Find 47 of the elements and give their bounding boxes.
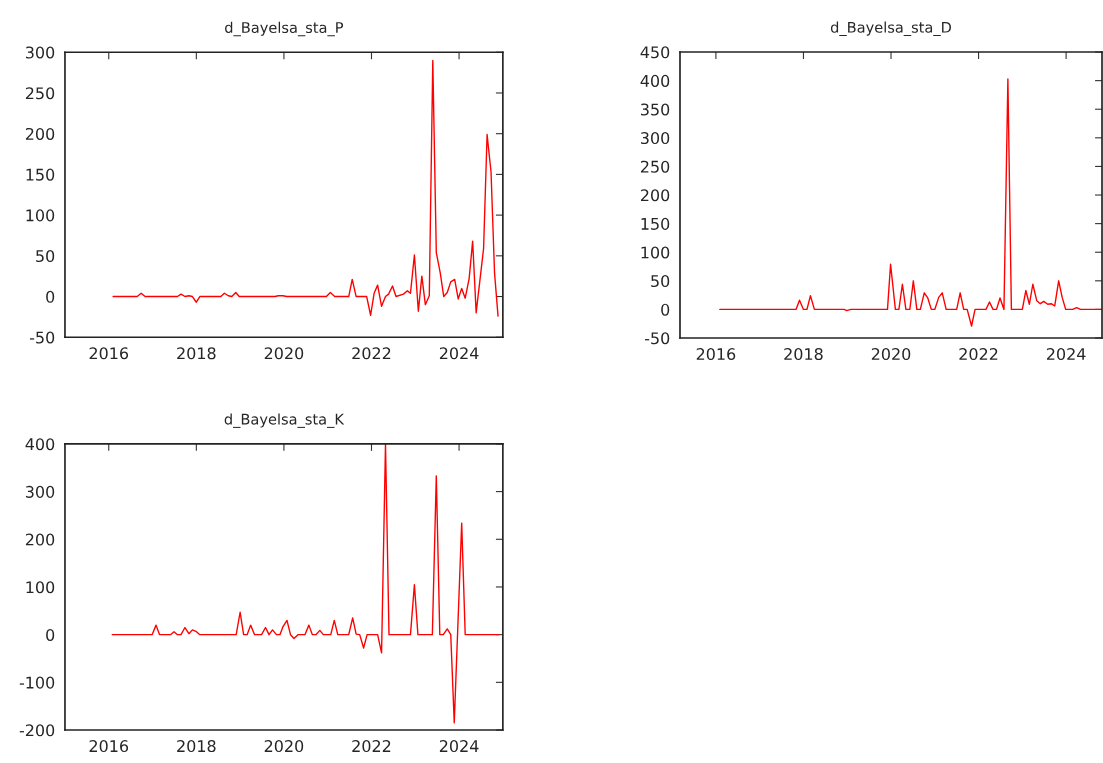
x-tick-label: 2020 — [871, 348, 911, 361]
y-tick-label: 300 — [25, 46, 55, 59]
chart-title: d_Bayelsa_sta_K — [224, 413, 345, 428]
line-series — [112, 59, 499, 317]
chart-title: d_Bayelsa_sta_P — [225, 21, 344, 37]
y-tick-label: 0 — [46, 290, 55, 303]
y-tick-label: 250 — [640, 160, 670, 173]
y-tick-label: 200 — [25, 127, 55, 140]
chart-title: d_Bayelsa_sta_D — [830, 21, 952, 37]
x-tick-label: 2024 — [439, 347, 479, 360]
x-tick-label: 2024 — [1046, 348, 1086, 361]
y-tick-label: -200 — [19, 724, 55, 737]
x-tick-label: 2016 — [696, 348, 736, 361]
y-tick-label: 400 — [25, 438, 55, 451]
x-tick-label: 2022 — [959, 348, 998, 361]
y-tick-label: 350 — [641, 103, 670, 116]
x-tick-label: 2018 — [784, 348, 823, 361]
y-tick-label: 150 — [641, 217, 670, 230]
y-tick-label: -100 — [19, 676, 55, 689]
y-tick-label: 100 — [26, 209, 55, 222]
y-tick-label: 150 — [26, 168, 55, 181]
x-tick-label: 2020 — [264, 740, 304, 753]
y-tick-label: 300 — [25, 485, 55, 498]
x-tick-label: 2016 — [89, 740, 129, 753]
x-tick-label: 2020 — [264, 347, 304, 360]
y-tick-label: -50 — [644, 332, 670, 345]
y-tick-label: 100 — [26, 581, 55, 594]
y-tick-label: 400 — [640, 74, 670, 87]
y-tick-label: 300 — [641, 132, 670, 145]
y-tick-label: 200 — [25, 533, 55, 546]
y-tick-label: 200 — [640, 189, 670, 202]
x-tick-label: 2018 — [177, 347, 216, 360]
y-tick-label: 0 — [661, 303, 670, 316]
line-series — [111, 443, 500, 724]
y-tick-label: 100 — [641, 246, 670, 259]
x-tick-label: 2024 — [439, 740, 479, 753]
x-tick-label: 2018 — [177, 740, 216, 753]
x-tick-label: 2022 — [352, 740, 391, 753]
line-series — [719, 78, 1103, 327]
x-tick-label: 2016 — [89, 347, 129, 360]
y-tick-label: -50 — [29, 331, 55, 344]
y-tick-label: 50 — [651, 275, 670, 288]
x-tick-label: 2022 — [352, 347, 391, 360]
y-tick-label: 50 — [36, 250, 55, 263]
y-tick-label: 0 — [46, 628, 55, 641]
y-tick-label: 450 — [640, 46, 670, 59]
y-tick-label: 250 — [25, 87, 55, 100]
